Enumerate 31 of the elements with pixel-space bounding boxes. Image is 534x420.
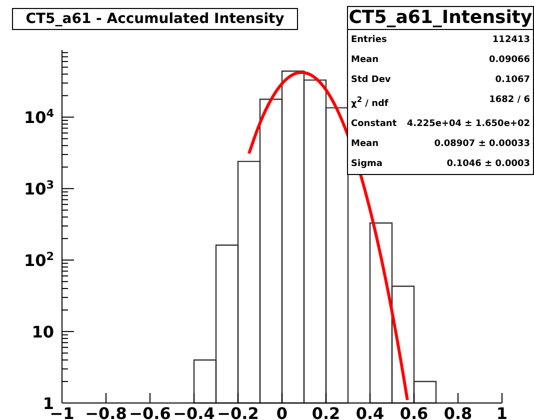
x-tick-label: −0.2 [217,404,259,420]
x-tick-label: −0.4 [173,404,215,420]
x-tick-label: 1 [496,404,508,420]
annotation: Constant [351,118,397,131]
annotation: 0.1046 ± 0.0003 [446,158,530,171]
annotation: Mean [351,54,379,67]
text: CT5_a61_Intensity [348,7,533,30]
annotation: Sigma [351,158,382,171]
y-tick-label: 10 [32,322,54,342]
x-tick-label: 0 [276,404,288,420]
annotation: 0.08907 ± 0.00033 [434,138,530,151]
annotation: Std Dev [351,74,391,87]
annotation: 1682 / 6 [489,94,530,107]
x-tick-label: −0.8 [85,404,127,420]
y-tick-label: 10$^{2}$ [24,250,54,270]
x-tick-label: 0.6 [400,404,428,420]
text: Entries [351,34,387,47]
annotation: 4.225e+04 ± 1.650e+02 [406,118,530,131]
y-tick-label: 10$^{3}$ [24,178,54,199]
x-tick-label: 0.4 [356,404,384,420]
annotation: 0.09066 [489,54,530,67]
x-tick-label: −0.6 [129,404,171,420]
x-tick-label: 0.8 [444,404,472,420]
line-series [248,70,409,402]
x-tick-label: 0.2 [312,404,340,420]
annotation: χ$^{2}$ / ndf [351,94,388,111]
y-tick-label: 10$^{4}$ [24,106,54,128]
annotation: 0.1067 [495,74,530,87]
chart-title: CT5_a61 - Accumulated Intensity [12,8,298,30]
text: 112413 [492,34,530,47]
annotation: Mean [351,138,379,151]
